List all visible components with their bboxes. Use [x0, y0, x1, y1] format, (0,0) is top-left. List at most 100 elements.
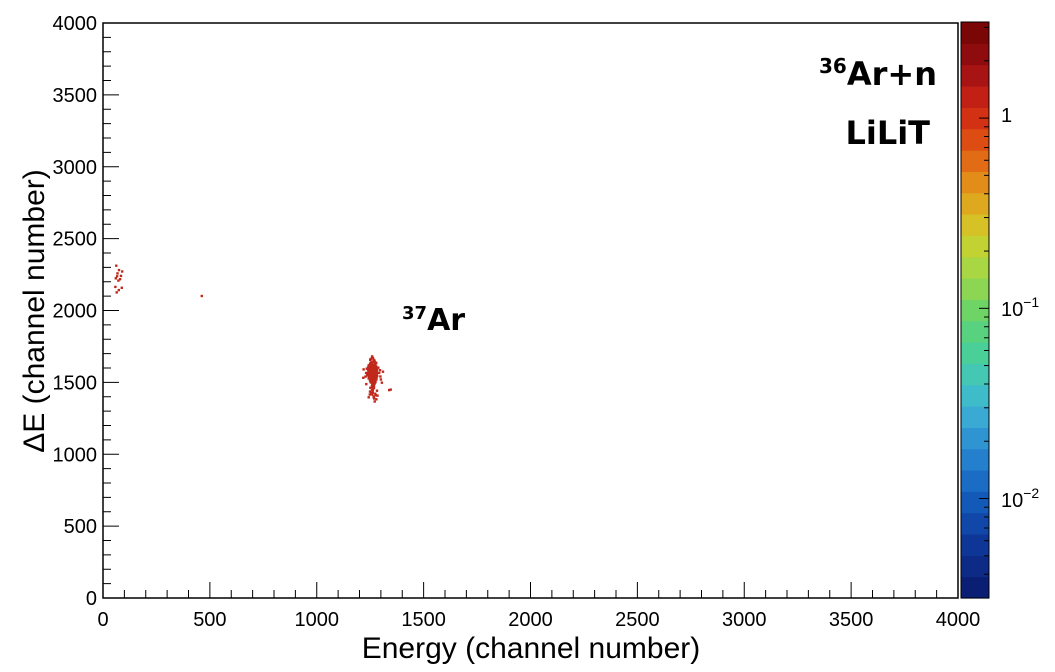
- data-point: [370, 355, 374, 358]
- data-point: [370, 381, 373, 384]
- data-point: [115, 275, 119, 278]
- colorbar-band: [961, 107, 989, 130]
- x-tick-label: 500: [193, 609, 226, 631]
- data-point: [364, 375, 367, 378]
- data-point: [372, 381, 375, 385]
- colorbar-band: [961, 299, 989, 322]
- data-point: [371, 374, 374, 377]
- data-point: [374, 381, 377, 384]
- data-point: [367, 369, 370, 373]
- colorbar-band: [961, 192, 989, 215]
- colorbar-frame: [960, 21, 990, 599]
- data-point: [370, 362, 373, 365]
- reaction-annotation-base: Ar+n: [847, 55, 937, 93]
- colorbar-band: [961, 384, 989, 407]
- y-tick-label: 2000: [53, 301, 98, 323]
- colorbar-band: [961, 320, 989, 343]
- data-point: [373, 373, 376, 376]
- colorbar-band: [961, 278, 989, 300]
- data-point: [374, 392, 377, 395]
- colorbar-band: [961, 235, 989, 258]
- colorbar-label-1e-1: 10−1: [1001, 294, 1039, 321]
- data-point: [119, 274, 123, 278]
- data-point: [200, 294, 203, 298]
- data-point: [362, 376, 365, 379]
- data-point: [120, 286, 123, 289]
- y-tick-label: 1500: [53, 372, 98, 394]
- data-point: [369, 375, 372, 378]
- peak-annotation-base: Ar: [427, 303, 465, 338]
- data-point: [366, 373, 369, 376]
- data-point: [388, 388, 391, 392]
- y-tick-label: 0: [86, 588, 97, 610]
- data-point: [364, 371, 368, 375]
- data-point: [379, 378, 383, 381]
- y-tick-label: 4000: [53, 13, 98, 35]
- data-point: [367, 396, 370, 399]
- colorbar-band: [961, 491, 989, 514]
- reaction-annotation-superscript: 36: [819, 54, 847, 78]
- colorbar-band: [961, 342, 989, 364]
- data-point: [368, 393, 371, 396]
- data-point: [115, 291, 118, 294]
- y-axis-title: ΔE (channel number): [18, 169, 51, 453]
- data-point: [375, 361, 378, 365]
- data-points: [114, 264, 392, 403]
- peak-annotation-superscript: 37: [402, 303, 427, 324]
- data-point: [367, 375, 371, 378]
- data-point: [375, 398, 378, 401]
- data-point: [373, 360, 376, 363]
- data-point: [370, 365, 374, 369]
- colorbar-band: [961, 214, 989, 236]
- data-point: [372, 387, 375, 390]
- x-tick-label: 2500: [615, 609, 660, 631]
- x-axis-ticks: [102, 582, 959, 598]
- data-point: [369, 370, 372, 374]
- data-point: [368, 390, 372, 393]
- data-point: [375, 369, 378, 372]
- data-point: [371, 360, 374, 363]
- colorbar-band: [961, 22, 989, 44]
- colorbar-band: [961, 406, 989, 428]
- data-point: [373, 370, 377, 373]
- data-point: [378, 369, 382, 372]
- data-point: [365, 382, 368, 386]
- data-point: [368, 373, 371, 377]
- peak-annotation: 37Ar: [402, 303, 465, 338]
- facility-annotation: LiLiT: [845, 114, 930, 152]
- x-tick-label: 3000: [722, 609, 767, 631]
- data-point: [372, 384, 376, 387]
- data-point: [371, 385, 374, 388]
- colorbar-band: [961, 86, 989, 108]
- colorbar-band: [961, 448, 989, 471]
- data-point: [114, 285, 117, 289]
- colorbar-band: [961, 64, 989, 87]
- colorbar: [961, 22, 989, 599]
- x-axis-tick-labels: 0 500 1000 1500 2000 2500 3000 3500 4000: [97, 609, 980, 631]
- data-point: [117, 268, 121, 272]
- data-point: [381, 370, 385, 373]
- y-axis-ticks: [103, 22, 119, 599]
- colorbar-label-1: 1: [1001, 105, 1012, 127]
- data-point: [380, 381, 384, 384]
- data-point: [118, 278, 122, 281]
- data-point: [117, 288, 120, 292]
- data-point: [371, 367, 374, 370]
- data-point: [379, 375, 382, 378]
- colorbar-band: [961, 128, 989, 151]
- data-point: [368, 379, 372, 382]
- reaction-annotation: 36Ar+n: [819, 54, 937, 93]
- colorbar-band: [961, 150, 989, 172]
- data-point: [376, 394, 379, 397]
- data-point: [374, 394, 377, 397]
- data-point: [369, 357, 372, 361]
- x-tick-label: 1500: [401, 609, 446, 631]
- data-point: [374, 377, 377, 380]
- data-point: [389, 388, 392, 391]
- data-point: [377, 366, 380, 369]
- data-point: [362, 368, 365, 371]
- x-tick-label: 3500: [829, 609, 874, 631]
- data-point: [368, 364, 371, 367]
